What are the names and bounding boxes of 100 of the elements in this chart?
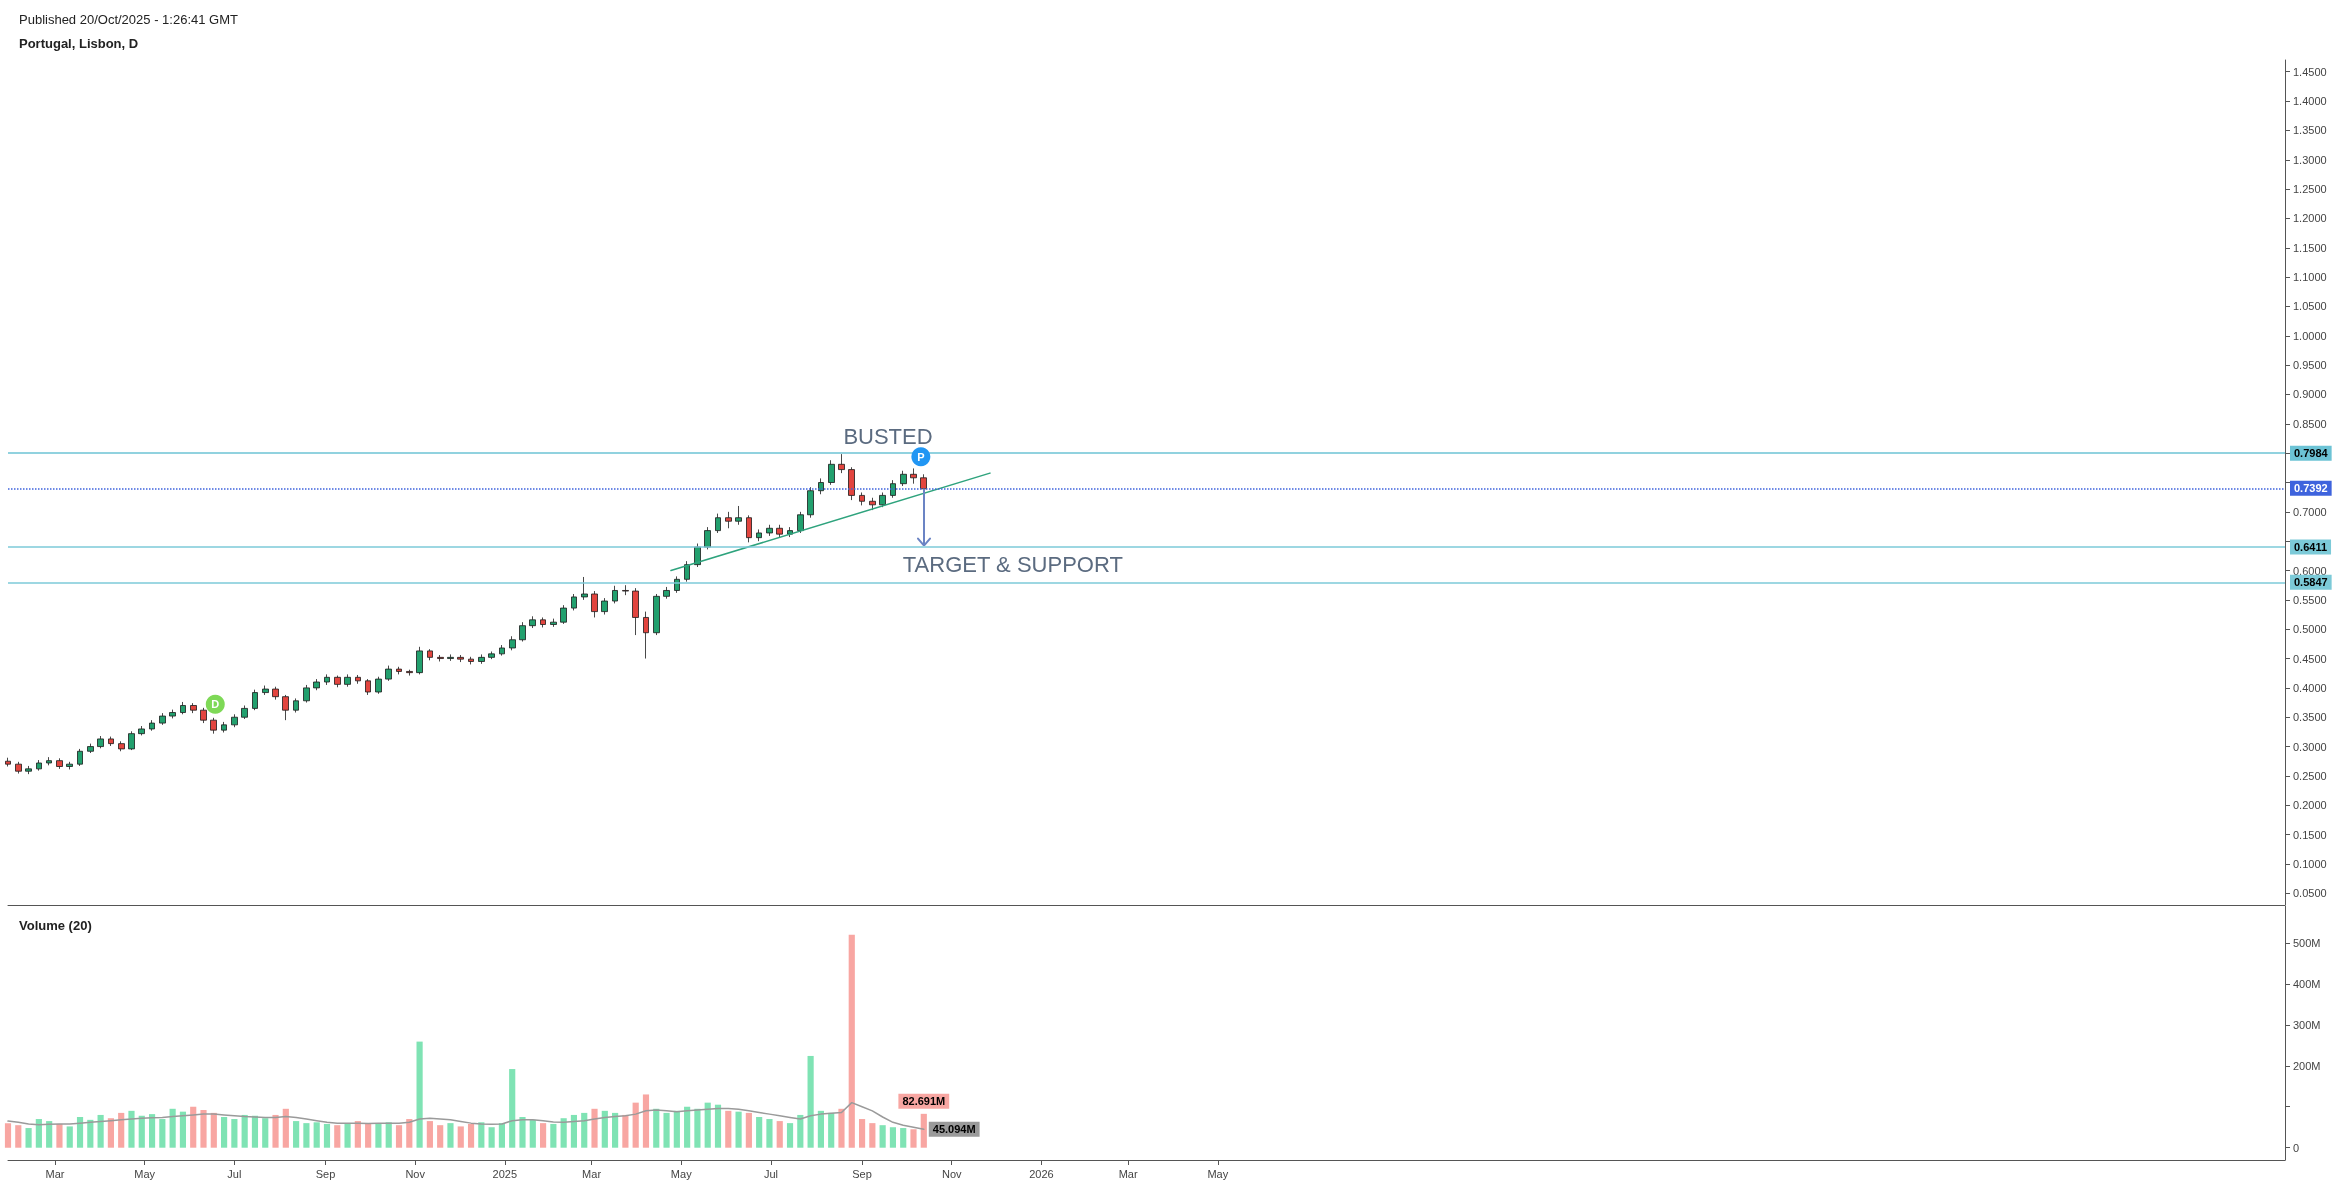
bar — [869, 1123, 876, 1148]
candlestick — [375, 676, 382, 695]
x-tick-label: Jul — [227, 1167, 242, 1180]
bar — [241, 1114, 248, 1148]
candlestick — [406, 669, 413, 676]
y-tick-label: 0.9500 — [2293, 359, 2327, 372]
bar — [581, 1112, 588, 1148]
candlestick — [632, 587, 639, 636]
candlestick — [653, 593, 660, 636]
candlestick — [221, 721, 227, 733]
annotation: BUSTED — [843, 423, 933, 449]
bar — [539, 1123, 547, 1148]
candlestick — [180, 701, 186, 715]
ref-line-label: 0.6411 — [2294, 541, 2328, 554]
candlestick — [293, 698, 299, 713]
bar — [313, 1122, 320, 1148]
candlestick — [601, 597, 608, 615]
bar — [807, 1055, 814, 1148]
candlestick — [478, 654, 485, 665]
candlestick — [365, 678, 371, 696]
y-tick-label: 0.5500 — [2293, 593, 2327, 606]
y-tick-label: 200M — [2293, 1059, 2321, 1072]
candlestick — [529, 615, 536, 629]
y-tick-label: 0.2500 — [2293, 769, 2327, 782]
bar — [900, 1128, 907, 1148]
candlestick — [879, 492, 886, 508]
candlestick — [210, 717, 217, 735]
candlestick — [663, 586, 670, 600]
y-tick-label: 1.3500 — [2293, 124, 2327, 137]
candlestick — [149, 719, 155, 732]
bar — [920, 1113, 927, 1148]
bar — [714, 1104, 722, 1148]
bar — [221, 1116, 228, 1148]
bar — [107, 1118, 114, 1148]
bar — [97, 1114, 104, 1148]
bar — [138, 1115, 145, 1148]
y-tick-label: 300M — [2293, 1018, 2321, 1031]
bar — [272, 1114, 279, 1148]
bar — [622, 1114, 629, 1148]
candlestick — [159, 712, 166, 726]
y-tick-label: 400M — [2293, 977, 2321, 990]
bar — [118, 1112, 125, 1148]
bar — [817, 1110, 824, 1148]
bar — [632, 1102, 639, 1148]
candlestick — [766, 524, 773, 537]
x-tick-label: May — [1207, 1167, 1229, 1180]
candlestick — [334, 675, 341, 688]
candlestick — [128, 730, 135, 751]
chart-subtitle: Published 20/Oct/2025 - 1:26:41 GMT — [19, 12, 239, 27]
candlestick — [612, 585, 618, 604]
candlestick — [97, 735, 104, 749]
bar — [251, 1115, 259, 1148]
candlestick — [746, 514, 752, 543]
candlestick — [725, 511, 732, 529]
candlestick — [468, 656, 474, 665]
bar — [190, 1106, 197, 1148]
bar — [570, 1114, 578, 1148]
bar — [303, 1123, 310, 1148]
y-tick-label: 0.4000 — [2293, 681, 2327, 694]
bar — [879, 1125, 886, 1148]
candlestick — [571, 593, 577, 611]
bar — [4, 1123, 12, 1148]
candlestick — [869, 497, 876, 511]
y-tick-label: 0.7000 — [2293, 505, 2327, 518]
bar — [210, 1112, 217, 1148]
candlestick — [828, 459, 835, 486]
candlestick — [519, 621, 526, 642]
bar — [694, 1108, 701, 1148]
bar — [25, 1128, 32, 1148]
candlestick — [807, 486, 814, 519]
bar — [529, 1119, 536, 1148]
y-tick-label: 1.1500 — [2293, 241, 2327, 254]
y-tick-label: 500M — [2293, 936, 2321, 949]
x-tick-label: Nov — [941, 1167, 963, 1180]
candlestick — [15, 761, 22, 774]
candlestick — [427, 648, 433, 661]
bar — [375, 1123, 382, 1148]
bar — [509, 1069, 516, 1148]
candlestick — [622, 584, 629, 596]
bar — [416, 1041, 423, 1148]
candlestick — [46, 756, 52, 766]
bar — [354, 1121, 361, 1148]
bar — [128, 1110, 135, 1148]
x-tick-label: May — [134, 1167, 156, 1180]
text: Volume (20) — [19, 918, 92, 933]
candlestick — [344, 673, 351, 688]
bar — [756, 1116, 763, 1148]
x-tick-label: Sep — [315, 1167, 336, 1180]
bar — [591, 1108, 598, 1148]
candlestick — [591, 590, 598, 618]
bar — [46, 1121, 53, 1148]
candlestick — [56, 757, 63, 770]
bar — [179, 1111, 187, 1148]
bar — [828, 1112, 835, 1148]
candlestick — [108, 736, 114, 747]
bar — [406, 1119, 413, 1148]
bar — [673, 1110, 680, 1148]
y-tick-label: 0.3000 — [2293, 740, 2327, 753]
candlestick — [385, 665, 392, 682]
y-tick-label: 0.6000 — [2293, 564, 2327, 577]
